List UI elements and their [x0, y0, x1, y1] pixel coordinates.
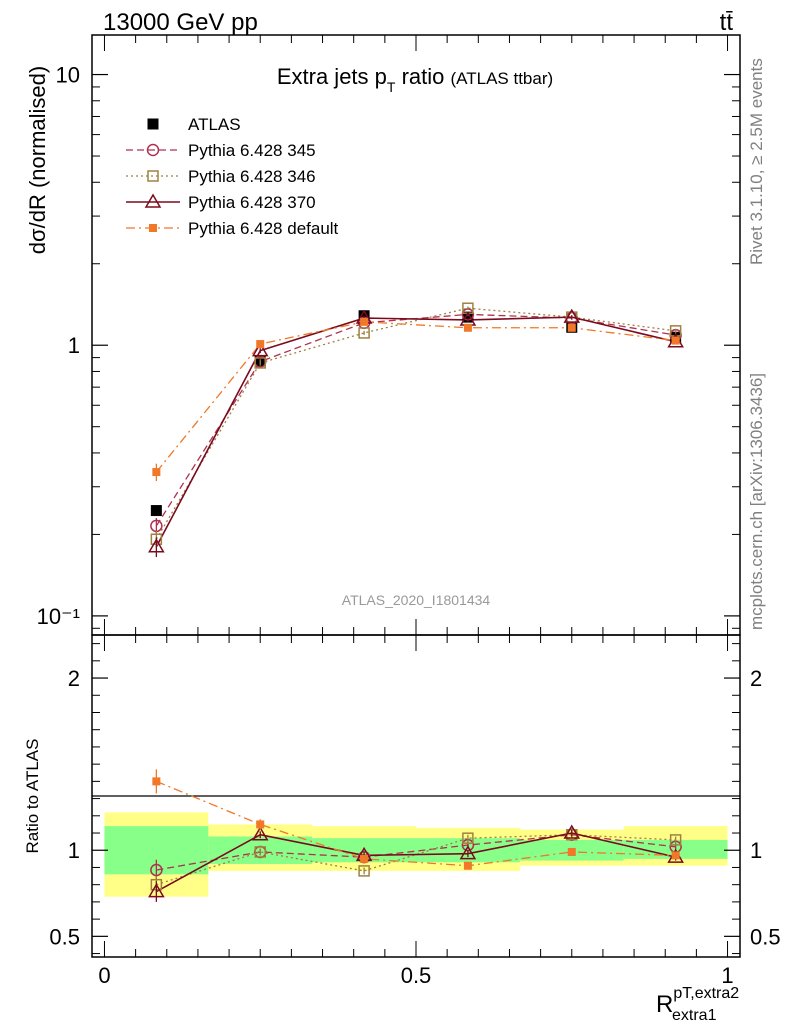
ratio-point-pythia-6-428-default — [567, 847, 576, 856]
legend-marker-pythia-6-428-346 — [147, 170, 159, 182]
main-point-atlas — [462, 311, 474, 323]
svg-text:dσ/dR (normalised): dσ/dR (normalised) — [25, 66, 50, 254]
legend: ATLAS Pythia 6.428 345 Pythia 6.428 346 Pyt… — [126, 115, 339, 238]
x-tick-label: 1 — [721, 963, 733, 988]
main-point-pythia-6-428-346 — [254, 357, 266, 369]
mcplots-text: mcplots.cern.ch [arXiv:1306.3436] — [747, 373, 766, 630]
ratio-point-pythia-6-428-default — [671, 851, 680, 860]
main-line-pythia-6-428-346 — [155, 307, 676, 540]
main-line-pythia-6-428-default — [155, 321, 676, 473]
main-y-tick-label: 10⁻¹ — [37, 604, 80, 629]
ratio-point-pythia-6-428-346 — [669, 834, 682, 846]
main-y-tick-label: 1 — [68, 333, 80, 358]
main-point-pythia-6-428-default — [360, 317, 369, 326]
ratio-line-pythia-6-428-370 — [155, 832, 676, 893]
title-rest: ratio — [395, 64, 444, 89]
ratio-y-tick-label-right: 2 — [750, 666, 762, 691]
ratio-point-pythia-6-428-346 — [462, 832, 474, 844]
ratio-series-lines — [155, 780, 676, 893]
main-point-pythia-6-428-370 — [563, 308, 581, 323]
ratio-y-tick-label-left: 2 — [68, 666, 80, 691]
ratio-y-tick-label-right: 1 — [750, 838, 762, 863]
main-point-pythia-6-428-default — [256, 340, 265, 349]
legend-label-pythia-6-428-default: Pythia 6.428 default — [188, 219, 339, 238]
main-series-lines — [155, 307, 676, 548]
ratio-panel: 0.5 0.5 1 1 2 2 0 0.5 1 Ratio to ATLAS RpT,extra… — [23, 634, 781, 1024]
ratio-y-tick-label-left: 0.5 — [49, 924, 80, 949]
main-panel: 10⁻¹ 1 10 Extra jets pT ratio (ATLAS ttbar… — [25, 34, 741, 636]
main-point-pythia-6-428-370 — [148, 538, 165, 553]
main-axis-ticks: 10⁻¹ 1 10 — [37, 35, 740, 635]
legend-label-pythia-6-428-346: Pythia 6.428 346 — [188, 167, 316, 186]
x-tick-label: 0 — [98, 963, 110, 988]
main-point-pythia-6-428-370 — [251, 342, 269, 357]
title-subscript: T — [387, 79, 396, 95]
legend-marker-pythia-6-428-370 — [144, 193, 162, 208]
ratio-point-pythia-6-428-default — [360, 854, 369, 863]
process-label: tt̄ — [720, 9, 734, 36]
ratio-point-pythia-6-428-default — [256, 820, 265, 829]
rivet-version-text: Rivet 3.1.10, ≥ 2.5M events — [747, 58, 766, 265]
ratio-point-pythia-6-428-346 — [254, 846, 266, 858]
legend-label-atlas: ATLAS — [188, 115, 241, 134]
chart-title: Extra jets pT ratio (ATLAS ttbar) — [277, 64, 553, 95]
ratio-y-tick-label-right: 0.5 — [750, 924, 781, 949]
legend-label-pythia-6-428-370: Pythia 6.428 370 — [188, 193, 316, 212]
analysis-watermark: ATLAS_2020_I1801434 — [342, 592, 491, 608]
xlabel-subscript: extra1 — [672, 1007, 717, 1024]
main-series-markers — [148, 302, 684, 558]
ratio-point-pythia-6-428-370 — [459, 845, 477, 860]
main-ylabel: dσ/dR (normalised) — [25, 66, 50, 254]
x-tick-label: 0.5 — [401, 963, 432, 988]
main-line-pythia-6-428-370 — [155, 316, 676, 548]
title-main: Extra jets p — [277, 64, 387, 89]
main-point-pythia-6-428-default — [671, 336, 680, 345]
main-point-atlas — [358, 310, 370, 322]
ratio-point-pythia-6-428-default — [463, 861, 472, 870]
legend-marker-pythia-6-428-345 — [146, 143, 160, 157]
ratio-point-pythia-6-428-default — [152, 777, 161, 786]
main-line-pythia-6-428-345 — [155, 313, 676, 527]
main-point-pythia-6-428-default — [152, 468, 161, 477]
ratio-y-tick-label-left: 1 — [68, 838, 80, 863]
ratio-point-pythia-6-428-345 — [150, 863, 163, 877]
energy-label: 13000 GeV pp — [103, 9, 258, 36]
ratio-series-markers — [148, 769, 684, 902]
title-paren: (ATLAS ttbar) — [451, 69, 554, 88]
ratio-line-pythia-6-428-346 — [156, 834, 676, 886]
main-point-pythia-6-428-default — [463, 323, 472, 332]
ratio-ylabel: Ratio to ATLAS — [23, 739, 42, 854]
legend-label-pythia-6-428-345: Pythia 6.428 345 — [188, 141, 316, 160]
legend-marker-atlas — [147, 118, 159, 130]
x-axis-label: RpT,extra2 — [656, 985, 739, 1018]
xlabel-superscript: pT,extra2 — [673, 985, 739, 1002]
ratio-point-pythia-6-428-370 — [563, 824, 581, 839]
ratio-point-pythia-6-428-370 — [148, 883, 165, 898]
ratio-point-pythia-6-428-346 — [358, 865, 370, 877]
ratio-point-pythia-6-428-370 — [251, 826, 269, 841]
main-y-tick-label: 10 — [56, 63, 80, 88]
ratio-axis-ticks: 0.5 0.5 1 1 2 2 0 0.5 1 — [49, 635, 781, 988]
xlabel-main: R — [656, 991, 673, 1018]
main-point-pythia-6-428-default — [567, 323, 576, 332]
legend-marker-pythia-6-428-default — [149, 224, 157, 232]
ratio-line-pythia-6-428-default — [156, 780, 676, 867]
main-point-atlas — [150, 505, 162, 517]
main-point-pythia-6-428-346 — [358, 327, 370, 339]
